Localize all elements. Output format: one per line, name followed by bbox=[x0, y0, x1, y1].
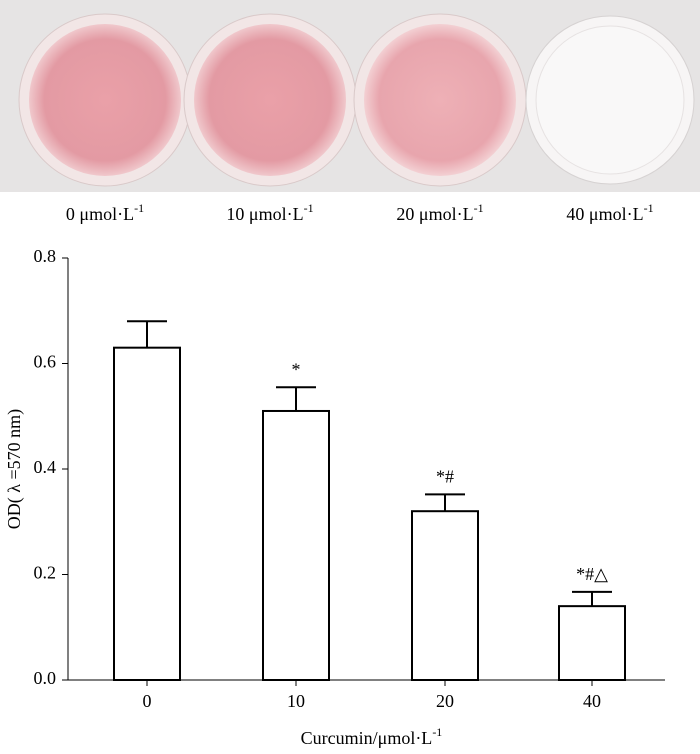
photo-label: 20 μmol·L-1 bbox=[396, 201, 483, 224]
x-axis-label-sup: -1 bbox=[432, 725, 442, 739]
y-tick-label: 0.8 bbox=[34, 246, 57, 266]
annotation: *#△ bbox=[576, 564, 608, 584]
well-content bbox=[535, 25, 685, 175]
y-tick-label: 0.0 bbox=[34, 668, 57, 688]
well-content bbox=[364, 24, 516, 176]
y-tick-label: 0.4 bbox=[34, 457, 57, 477]
well-content bbox=[194, 24, 346, 176]
x-tick-label: 20 bbox=[436, 691, 454, 711]
well-content bbox=[29, 24, 181, 176]
photo-label-sup: -1 bbox=[474, 201, 484, 215]
error-bar bbox=[276, 386, 316, 411]
x-tick-label: 40 bbox=[583, 691, 601, 711]
photo-label-sup: -1 bbox=[644, 201, 654, 215]
photo-label-sup: -1 bbox=[134, 201, 144, 215]
y-tick-label: 0.2 bbox=[34, 563, 57, 583]
photo-label-sup: -1 bbox=[304, 201, 314, 215]
photo-label-main: 40 μmol·L bbox=[566, 204, 643, 224]
y-axis-label: OD( λ =570 nm) bbox=[4, 409, 25, 529]
photo-label: 40 μmol·L-1 bbox=[566, 201, 653, 224]
bar bbox=[411, 510, 479, 682]
photo bbox=[0, 0, 700, 192]
bar bbox=[113, 346, 181, 681]
bar bbox=[262, 409, 330, 681]
x-tick-label: 10 bbox=[287, 691, 305, 711]
y-tick-label: 0.6 bbox=[34, 352, 57, 372]
annotation: *# bbox=[436, 466, 454, 486]
bar bbox=[558, 605, 626, 682]
photo-label: 0 μmol·L-1 bbox=[66, 201, 144, 224]
error-bar bbox=[572, 590, 612, 607]
photo-label-main: 10 μmol·L bbox=[226, 204, 303, 224]
error-bar bbox=[425, 493, 465, 512]
photo-label: 10 μmol·L-1 bbox=[226, 201, 313, 224]
annotation: * bbox=[292, 359, 301, 379]
error-bar bbox=[127, 320, 167, 348]
photo-label-main: 20 μmol·L bbox=[396, 204, 473, 224]
x-axis-label: Curcumin/μmol·L-1 bbox=[301, 725, 443, 748]
photo-label-main: 0 μmol·L bbox=[66, 204, 134, 224]
x-tick-label: 0 bbox=[143, 691, 152, 711]
x-axis-label-main: Curcumin/μmol·L bbox=[301, 728, 433, 748]
